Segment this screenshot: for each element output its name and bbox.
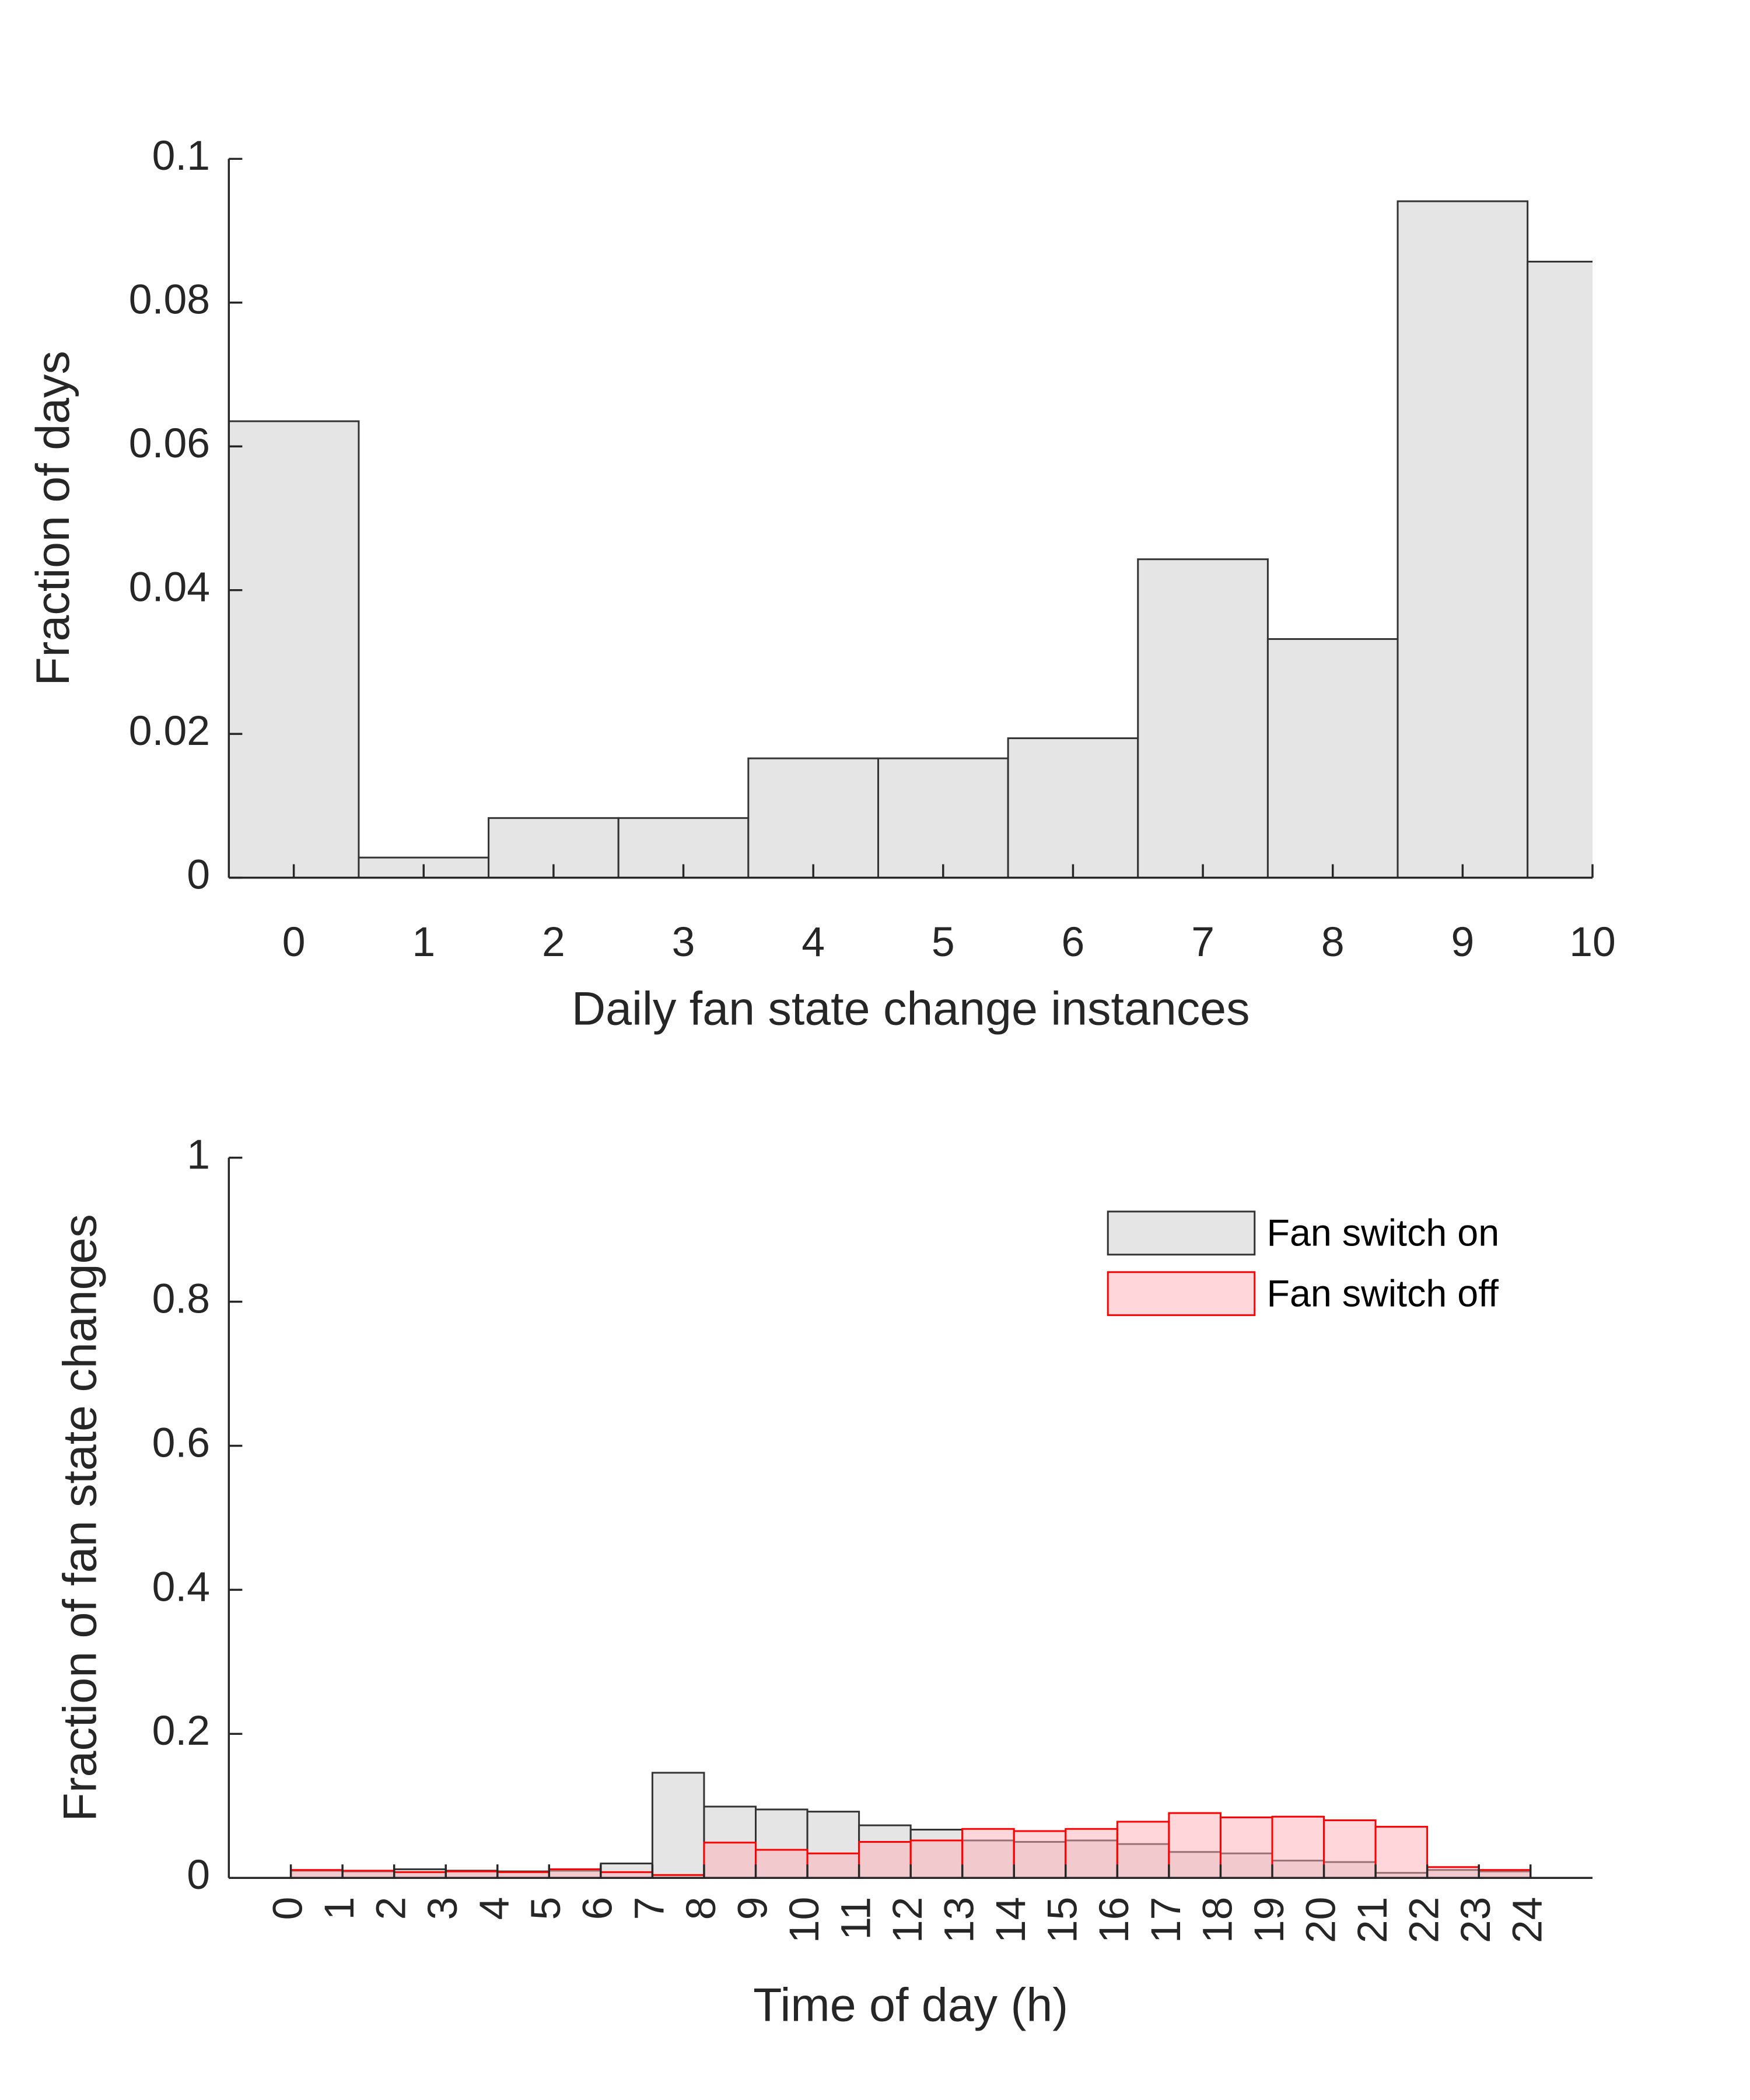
bar [290, 1869, 344, 1878]
x-tick-label: 1 [316, 1897, 363, 1920]
x-tick-label: 5 [523, 1897, 569, 1920]
x-tick-label: 7 [626, 1897, 673, 1920]
x-tick-label: 0 [282, 919, 306, 965]
x-tick-label: 10 [781, 1897, 828, 1944]
y-tick-label: 0.6 [152, 1419, 210, 1466]
x-tick-label: 14 [988, 1897, 1034, 1944]
x-tick-label: 21 [1349, 1897, 1396, 1944]
x-tick-label: 16 [1091, 1897, 1138, 1944]
bar [1219, 1817, 1273, 1878]
x-tick-label: 13 [936, 1897, 983, 1944]
legend-swatch [1107, 1271, 1256, 1317]
y-axis-label: Fraction of fan state changes [54, 1214, 106, 1821]
x-tick-label: 1 [412, 919, 435, 965]
bar [1168, 1812, 1222, 1878]
legend-label: Fan switch on [1267, 1212, 1500, 1254]
bar [1323, 1819, 1377, 1878]
bar [341, 1870, 396, 1878]
x-tick-label: 0 [264, 1897, 311, 1920]
x-tick-label: 3 [672, 919, 695, 965]
x-tick-label: 11 [832, 1897, 879, 1940]
bar [1137, 558, 1269, 878]
y-tick-label: 0 [187, 852, 210, 898]
bar [1266, 638, 1399, 878]
bar [747, 757, 879, 878]
x-tick-label: 10 [1569, 919, 1616, 965]
bar [617, 817, 750, 878]
x-tick-label: 23 [1452, 1897, 1499, 1944]
bar [548, 1868, 602, 1878]
x-tick-label: 19 [1246, 1897, 1293, 1944]
bar [1426, 1866, 1480, 1878]
bar [755, 1849, 808, 1878]
y-tick-label: 0.4 [152, 1563, 210, 1610]
x-tick-label: 2 [542, 919, 565, 965]
x-axis-label: Daily fan state change instances [572, 983, 1250, 1035]
plot-area [229, 200, 1592, 878]
x-tick-label: 17 [1143, 1897, 1189, 1944]
x-tick-label: 15 [1040, 1897, 1086, 1944]
x-tick-label: 4 [471, 1897, 518, 1920]
x-tick-label: 3 [419, 1897, 466, 1920]
y-tick-label: 0.06 [129, 420, 210, 467]
y-tick-label: 1 [187, 1132, 210, 1178]
y-tick-label: 0.08 [129, 276, 210, 323]
plot-area [290, 1772, 1532, 1878]
bar [703, 1842, 757, 1878]
bar [1007, 737, 1139, 878]
x-tick-label: 4 [802, 919, 825, 965]
bar [1396, 200, 1529, 878]
bar [1116, 1821, 1170, 1878]
x-tick-label: 8 [1321, 919, 1345, 965]
bar [806, 1852, 860, 1878]
y-tick-label: 0.8 [152, 1275, 210, 1322]
y-tick-label: 0.04 [129, 564, 210, 611]
bar [858, 1840, 912, 1878]
bar [1527, 261, 1592, 878]
y-tick-label: 0.02 [129, 708, 210, 754]
bar [1478, 1869, 1532, 1878]
x-tick-label: 20 [1297, 1897, 1344, 1944]
bar [651, 1772, 705, 1878]
bar [961, 1828, 1015, 1878]
bar [229, 420, 360, 878]
x-tick-label: 8 [678, 1897, 724, 1920]
x-tick-label: 9 [1451, 919, 1474, 965]
x-tick-label: 2 [368, 1897, 415, 1920]
x-tick-label: 22 [1401, 1897, 1448, 1944]
y-axis-label: Fraction of days [27, 351, 79, 685]
legend-label: Fan switch off [1267, 1272, 1499, 1314]
bar [909, 1839, 964, 1878]
bar [877, 757, 1009, 878]
x-tick-label: 9 [729, 1897, 776, 1920]
x-axis-label: Time of day (h) [753, 1979, 1068, 2031]
y-tick-label: 0 [187, 1852, 210, 1898]
legend-swatch [1107, 1210, 1256, 1256]
y-tick-label: 0.1 [152, 132, 210, 179]
bar [1271, 1815, 1325, 1878]
x-tick-label: 7 [1191, 919, 1214, 965]
x-tick-label: 24 [1504, 1897, 1551, 1944]
y-tick-label: 0.2 [152, 1707, 210, 1754]
bar [1065, 1828, 1118, 1878]
x-tick-label: 5 [932, 919, 955, 965]
bar [1013, 1830, 1067, 1878]
x-tick-label: 12 [884, 1897, 931, 1944]
bar [1374, 1826, 1429, 1878]
x-tick-label: 6 [575, 1897, 621, 1920]
x-tick-label: 6 [1062, 919, 1085, 965]
x-tick-label: 18 [1194, 1897, 1241, 1944]
